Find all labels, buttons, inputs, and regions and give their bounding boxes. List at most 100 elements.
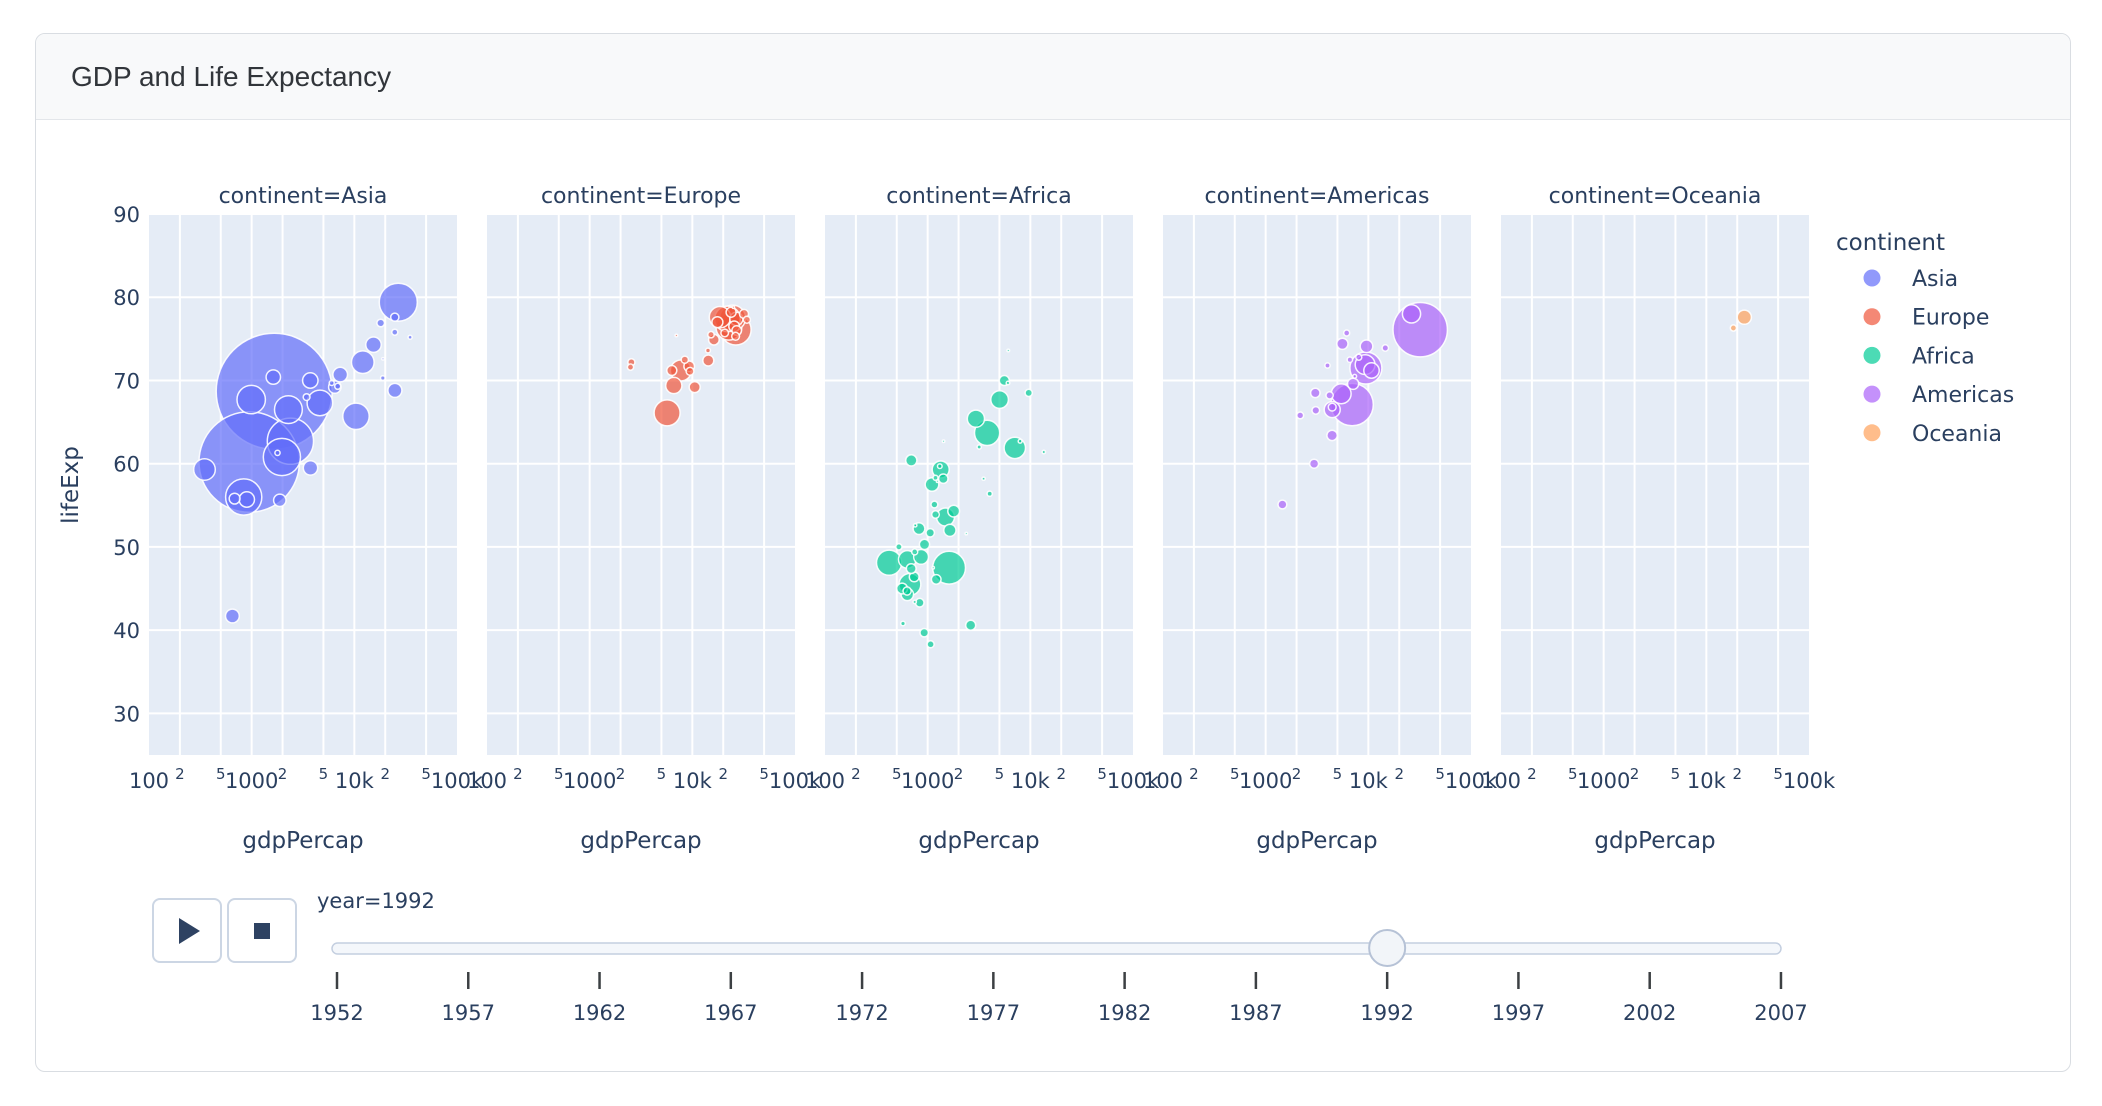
bubble-asia[interactable] — [328, 379, 335, 387]
bubble-africa[interactable] — [930, 509, 941, 520]
bubble-oceania[interactable] — [1729, 324, 1738, 332]
bubble-asia[interactable] — [238, 491, 256, 508]
bubble-africa[interactable] — [899, 620, 907, 627]
bubble-africa[interactable] — [918, 538, 931, 551]
slider-tick-label[interactable]: 1962 — [573, 1001, 626, 1025]
bubble-asia[interactable] — [306, 389, 334, 417]
bubble-asia[interactable] — [265, 369, 282, 386]
bubble-europe[interactable] — [674, 333, 679, 338]
slider-track[interactable] — [331, 942, 1782, 955]
bubble-africa[interactable] — [930, 500, 939, 509]
bubble-asia[interactable] — [391, 328, 399, 336]
bubble-europe[interactable] — [688, 380, 701, 394]
bubble-americas[interactable] — [1346, 377, 1360, 391]
bubble-africa[interactable] — [964, 531, 969, 536]
bubble-asia[interactable] — [302, 459, 319, 476]
bubble-asia[interactable] — [389, 312, 400, 323]
bubble-europe[interactable] — [711, 315, 724, 329]
legend-item-europe[interactable]: Europe — [1863, 306, 1990, 331]
bubble-europe[interactable] — [680, 355, 690, 365]
bubble-africa[interactable] — [964, 619, 977, 631]
bubble-asia[interactable] — [272, 493, 287, 508]
bubble-americas[interactable] — [1311, 405, 1321, 415]
bubble-africa[interactable] — [937, 473, 949, 485]
bubble-asia[interactable] — [376, 318, 386, 328]
bubble-africa[interactable] — [875, 549, 903, 577]
bubble-americas[interactable] — [1342, 329, 1351, 337]
bubble-americas[interactable] — [1381, 344, 1390, 352]
slider-tick-label[interactable]: 2007 — [1754, 1001, 1807, 1025]
bubble-africa[interactable] — [931, 565, 936, 570]
legend-item-oceania[interactable]: Oceania — [1863, 422, 2002, 447]
bubble-asia[interactable] — [274, 449, 281, 457]
bubble-asia[interactable] — [407, 334, 413, 340]
bubble-europe[interactable] — [707, 330, 715, 339]
slider-tick-label[interactable]: 1982 — [1098, 1001, 1151, 1025]
bubble-africa[interactable] — [895, 543, 903, 551]
slider-tick-label[interactable]: 1952 — [310, 1001, 363, 1025]
play-button[interactable] — [152, 898, 222, 963]
bubble-europe[interactable] — [731, 305, 736, 310]
bubble-africa[interactable] — [910, 548, 919, 556]
bubble-americas[interactable] — [1296, 411, 1305, 420]
slider-tick-label[interactable]: 1972 — [835, 1001, 888, 1025]
bubble-americas[interactable] — [1355, 353, 1363, 361]
bubble-africa[interactable] — [912, 522, 918, 528]
bubble-africa[interactable] — [1024, 388, 1034, 398]
slider-tick-label[interactable]: 1957 — [442, 1001, 495, 1025]
bubble-americas[interactable] — [1352, 373, 1358, 379]
bubble-americas[interactable] — [1324, 362, 1331, 369]
bubble-africa[interactable] — [912, 599, 918, 605]
bubble-africa[interactable] — [1017, 438, 1023, 444]
bubble-asia[interactable] — [365, 336, 382, 354]
bubble-europe[interactable] — [730, 331, 741, 341]
bubble-europe[interactable] — [685, 366, 695, 376]
slider-tick-label[interactable]: 1992 — [1360, 1001, 1413, 1025]
bubble-europe[interactable] — [742, 315, 752, 324]
bubble-americas[interactable] — [1308, 458, 1320, 469]
bubble-africa[interactable] — [1006, 348, 1011, 353]
bubble-europe[interactable] — [626, 363, 635, 371]
legend-item-asia[interactable]: Asia — [1863, 267, 1959, 292]
bubble-asia[interactable] — [387, 382, 403, 399]
bubble-asia[interactable] — [342, 402, 370, 431]
bubble-africa[interactable] — [925, 527, 936, 538]
bubble-asia[interactable] — [378, 282, 419, 322]
slider-tick-label[interactable]: 1987 — [1229, 1001, 1282, 1025]
bubble-americas[interactable] — [1327, 402, 1337, 412]
legend-item-americas[interactable]: Americas — [1863, 383, 2015, 408]
bubble-oceania[interactable] — [1736, 309, 1753, 326]
bubble-africa[interactable] — [930, 573, 942, 585]
bubble-africa[interactable] — [904, 454, 918, 467]
bubble-africa[interactable] — [902, 586, 912, 596]
bubble-europe[interactable] — [702, 354, 715, 367]
stop-button[interactable] — [227, 898, 297, 963]
bubble-europe[interactable] — [664, 376, 683, 395]
bubble-africa[interactable] — [1005, 380, 1011, 386]
bubble-asia[interactable] — [301, 372, 319, 389]
bubble-africa[interactable] — [947, 504, 961, 518]
bubble-asia[interactable] — [379, 374, 386, 382]
bubble-africa[interactable] — [981, 476, 986, 482]
bubble-americas[interactable] — [1325, 391, 1334, 400]
bubble-asia[interactable] — [333, 382, 342, 391]
bubble-americas[interactable] — [1401, 304, 1422, 324]
bubble-americas[interactable] — [1326, 429, 1339, 442]
bubble-africa[interactable] — [924, 476, 940, 493]
bubble-americas[interactable] — [1336, 337, 1349, 351]
bubble-africa[interactable] — [905, 562, 917, 575]
slider-tick-label[interactable]: 1977 — [967, 1001, 1020, 1025]
slider-tick-label[interactable]: 2002 — [1623, 1001, 1676, 1025]
bubble-asia[interactable] — [302, 392, 311, 402]
bubble-africa[interactable] — [941, 439, 946, 444]
slider-handle[interactable] — [1368, 929, 1407, 967]
bubble-europe[interactable] — [653, 399, 681, 427]
bubble-asia[interactable] — [350, 350, 375, 375]
bubble-africa[interactable] — [919, 627, 930, 638]
bubble-africa[interactable] — [986, 490, 994, 498]
bubble-americas[interactable] — [1309, 387, 1321, 399]
bubble-asia[interactable] — [224, 608, 241, 624]
bubble-africa[interactable] — [932, 474, 939, 482]
bubble-americas[interactable] — [1277, 499, 1288, 510]
slider-tick-label[interactable]: 1997 — [1492, 1001, 1545, 1025]
